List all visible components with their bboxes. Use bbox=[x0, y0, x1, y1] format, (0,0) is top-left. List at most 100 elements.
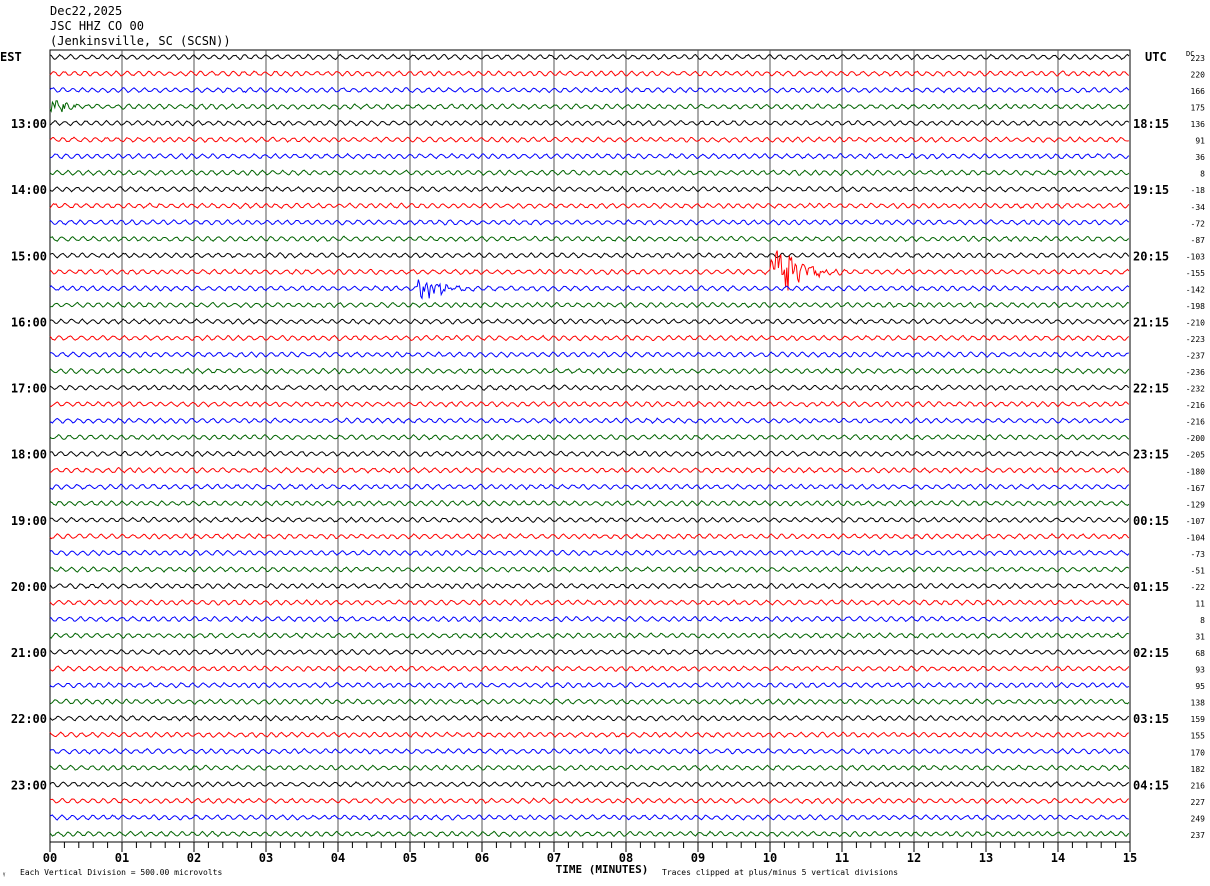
plot-frame bbox=[49, 49, 1131, 843]
dc-offset-value: -22 bbox=[1191, 583, 1206, 592]
dc-offset-value: -87 bbox=[1191, 236, 1206, 245]
dc-offset-value: -205 bbox=[1186, 451, 1205, 460]
x-tick-label: 07 bbox=[547, 851, 561, 865]
dc-offset-value: 227 bbox=[1191, 798, 1206, 807]
seismic-trace bbox=[49, 500, 1130, 507]
seismic-trace bbox=[49, 367, 1130, 375]
dc-offset-value: -107 bbox=[1186, 517, 1205, 526]
seismic-trace bbox=[49, 632, 1129, 639]
dc-offset-value: -104 bbox=[1186, 533, 1205, 542]
seismic-trace bbox=[49, 830, 1130, 838]
x-axis-title: TIME (MINUTES) bbox=[556, 863, 649, 876]
utc-time-label: 00:15 bbox=[1133, 514, 1169, 528]
seismic-trace bbox=[49, 599, 1130, 606]
dc-offset-value: 8 bbox=[1200, 170, 1205, 179]
dc-offset-value: 68 bbox=[1195, 649, 1205, 658]
est-hour-label: 21:00 bbox=[11, 646, 47, 660]
dc-offset-value: -51 bbox=[1191, 566, 1206, 575]
seismic-trace bbox=[49, 301, 1129, 309]
seismic-trace bbox=[49, 384, 1130, 392]
utc-time-label: 19:15 bbox=[1133, 183, 1169, 197]
x-tick-label: 00 bbox=[43, 851, 57, 865]
dc-offset-value: 216 bbox=[1191, 781, 1206, 790]
seismic-trace bbox=[49, 466, 1129, 474]
dc-label: DC bbox=[1186, 50, 1194, 58]
seismic-trace bbox=[49, 86, 1130, 94]
seismic-trace bbox=[49, 565, 1130, 573]
seismic-trace bbox=[49, 400, 1130, 408]
utc-time-label: 02:15 bbox=[1133, 646, 1169, 660]
seismic-trace bbox=[49, 516, 1130, 524]
dc-offset-value: -155 bbox=[1186, 269, 1205, 278]
x-tick-label: 06 bbox=[475, 851, 489, 865]
seismic-trace bbox=[49, 318, 1129, 325]
seismic-trace bbox=[49, 53, 1130, 61]
dc-offset-value: -72 bbox=[1191, 219, 1206, 228]
utc-time-label: 18:15 bbox=[1133, 117, 1169, 131]
seismic-trace bbox=[49, 533, 1130, 540]
seismic-trace bbox=[49, 483, 1130, 491]
dc-offset-value: -103 bbox=[1186, 252, 1205, 261]
utc-time-label: 21:15 bbox=[1133, 315, 1169, 329]
dc-offset-value: 175 bbox=[1191, 104, 1206, 113]
left-timezone-label: EST bbox=[0, 50, 22, 64]
dc-offset-value: 36 bbox=[1195, 153, 1205, 162]
seismic-trace bbox=[49, 119, 1130, 127]
utc-time-label: 01:15 bbox=[1133, 580, 1169, 594]
seismic-trace bbox=[49, 450, 1130, 457]
dc-offset-value: 136 bbox=[1191, 120, 1206, 129]
dc-offset-value: -200 bbox=[1186, 434, 1205, 443]
x-tick-label: 11 bbox=[835, 851, 849, 865]
seismic-trace bbox=[49, 747, 1130, 755]
x-tick-label: 10 bbox=[763, 851, 777, 865]
seismic-trace bbox=[49, 780, 1130, 788]
x-tick-label: 12 bbox=[907, 851, 921, 865]
dc-offset-value: 220 bbox=[1191, 71, 1206, 80]
est-hour-label: 15:00 bbox=[11, 249, 47, 263]
x-tick-label: 04 bbox=[331, 851, 345, 865]
x-tick-label: 05 bbox=[403, 851, 417, 865]
x-tick-label: 08 bbox=[619, 851, 633, 865]
seismic-trace bbox=[49, 731, 1129, 739]
x-tick-label: 13 bbox=[979, 851, 993, 865]
seismic-trace bbox=[49, 814, 1129, 821]
dc-offset-value: 237 bbox=[1191, 831, 1206, 840]
clip-note: Traces clipped at plus/minus 5 vertical … bbox=[662, 868, 898, 877]
est-hour-label: 16:00 bbox=[11, 315, 47, 329]
dc-offset-value: 138 bbox=[1191, 699, 1206, 708]
x-tick-label: 01 bbox=[115, 851, 129, 865]
x-tick-label: 02 bbox=[187, 851, 201, 865]
x-tick-label: 03 bbox=[259, 851, 273, 865]
scale-note: Each Vertical Division = 500.00 microvol… bbox=[20, 868, 222, 877]
dc-offset-value: 223 bbox=[1191, 54, 1206, 63]
dc-offset-value: -198 bbox=[1186, 302, 1205, 311]
est-hour-label: 19:00 bbox=[11, 514, 47, 528]
dc-offset-value: 91 bbox=[1195, 137, 1205, 146]
utc-time-label: 04:15 bbox=[1133, 778, 1169, 792]
seismic-trace bbox=[49, 202, 1130, 210]
dc-offset-value: 95 bbox=[1195, 682, 1205, 691]
est-hour-label: 22:00 bbox=[11, 712, 47, 726]
station-location: (Jenkinsville, SC (SCSN)) bbox=[50, 34, 231, 48]
dc-offset-value: -236 bbox=[1186, 368, 1205, 377]
est-hour-label: 23:00 bbox=[11, 778, 47, 792]
est-hour-label: 13:00 bbox=[11, 117, 47, 131]
seismic-trace bbox=[49, 152, 1130, 160]
seismic-trace bbox=[49, 648, 1130, 656]
dc-offset-value: 31 bbox=[1195, 633, 1205, 642]
dc-offset-value: -210 bbox=[1186, 318, 1205, 327]
x-tick-label: 14 bbox=[1051, 851, 1065, 865]
seismic-trace bbox=[49, 250, 1130, 291]
seismic-trace bbox=[49, 714, 1130, 722]
seismic-trace bbox=[49, 665, 1130, 673]
dc-offset-value: -18 bbox=[1191, 186, 1206, 195]
dc-offset-value: -237 bbox=[1186, 352, 1205, 361]
seismic-trace bbox=[49, 681, 1130, 689]
est-hour-label: 14:00 bbox=[11, 183, 47, 197]
seismic-trace bbox=[49, 417, 1130, 424]
dc-offset-value: 93 bbox=[1195, 666, 1205, 675]
dc-offset-value: -223 bbox=[1186, 335, 1205, 344]
seismic-trace bbox=[49, 136, 1129, 143]
plot-date: Dec22,2025 bbox=[50, 4, 123, 18]
